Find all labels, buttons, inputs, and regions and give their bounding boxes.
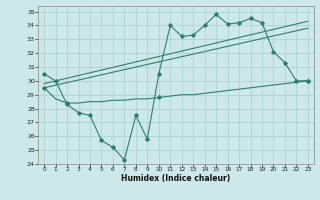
X-axis label: Humidex (Indice chaleur): Humidex (Indice chaleur) <box>121 174 231 183</box>
